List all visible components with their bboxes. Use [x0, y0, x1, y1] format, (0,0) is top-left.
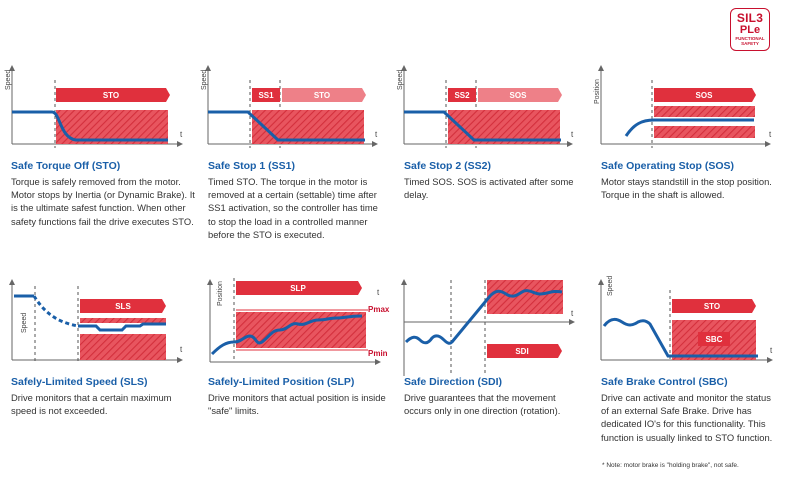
slp-bar [236, 281, 362, 295]
sos-bar [478, 88, 562, 102]
bar-label: SOS [696, 91, 714, 100]
axis-label-t: t [377, 288, 380, 297]
panel-desc-sto: Torque is safely removed from the motor.… [11, 176, 195, 227]
panel-sdi-diagram: t SDI [401, 279, 575, 376]
panel-title-sbc: Safe Brake Control (SBC) [601, 376, 728, 388]
panel-title-sdi: Safe Direction (SDI) [404, 376, 503, 388]
badge-functional: FUNCTIONAL [735, 36, 765, 41]
panel-title-ss2: Safe Stop 2 (SS2) [404, 160, 491, 172]
axis-label-t: t [571, 309, 574, 318]
panel-title-slp: Safely-Limited Position (SLP) [208, 376, 355, 388]
panel-desc-ss2: Timed SOS. SOS is activated after some d… [404, 176, 574, 201]
sos-bar [654, 88, 756, 102]
panel-title-sto: Safe Torque Off (STO) [11, 160, 121, 172]
axis-label-t: t [375, 130, 378, 139]
bar-label: SS1 [258, 91, 274, 100]
footnote: * Note: motor brake is "holding brake", … [602, 462, 739, 469]
panel-title-ss1: Safe Stop 1 (SS1) [208, 160, 295, 172]
ss2-bar [448, 88, 476, 102]
panel-desc-slp: Drive monitors that actual position is i… [208, 392, 386, 417]
axis-label-position: Position [217, 281, 224, 306]
sbc-bar [698, 332, 730, 346]
pmin-label: Pmin [368, 349, 388, 358]
bar-label: STO [704, 302, 720, 311]
bar-label: SS2 [454, 91, 470, 100]
axis-label-t: t [180, 345, 183, 354]
panel-ss1-diagram: Speed t SS1 STO [201, 65, 378, 148]
sto-bar [282, 88, 366, 102]
bar-label: STO [314, 91, 330, 100]
axis-label-t: t [770, 346, 773, 355]
panel-slp-diagram: Position t SLP Pmax Pmin [207, 278, 390, 365]
ss1-bar [252, 88, 280, 102]
bar-label: SDI [515, 347, 528, 356]
sil3-ple-badge: SIL3 PLe FUNCTIONAL SAFETY [730, 8, 770, 51]
panel-title-sls: Safely-Limited Speed (SLS) [11, 376, 148, 388]
axis-label-speed: Speed [21, 313, 28, 333]
badge-sil3: SIL3 [736, 11, 764, 25]
axis-label-speed: Speed [201, 70, 208, 90]
axis-label-t: t [180, 130, 183, 139]
panel-sos-diagram: Position t SOS [594, 65, 772, 148]
badge-safety: SAFETY [741, 41, 759, 46]
bar-label: SLS [115, 302, 131, 311]
axis-label-speed: Speed [5, 70, 12, 90]
panel-desc-ss1: Timed STO. The torque in the motor is re… [208, 176, 378, 240]
sdi-bar [487, 344, 562, 358]
panel-sto-diagram: Speed t STO [5, 65, 183, 148]
axis-label-speed: Speed [397, 70, 404, 90]
panel-sbc-diagram: Speed t STO SBC [598, 276, 773, 363]
panel-desc-sbc: Drive can activate and monitor the statu… [601, 392, 773, 443]
bar-label: SBC [706, 335, 723, 344]
axis-label-t: t [571, 130, 574, 139]
axis-label-speed: Speed [607, 276, 614, 296]
panel-sls-diagram: Speed t SLS [9, 279, 183, 363]
panel-desc-sos: Motor stays standstill in the stop posit… [601, 176, 772, 201]
axis-label-position: Position [594, 79, 601, 104]
axis-label-t: t [769, 130, 772, 139]
bar-label: SOS [510, 91, 528, 100]
bar-label: STO [103, 91, 119, 100]
sls-bar [80, 299, 166, 313]
pmax-label: Pmax [368, 305, 390, 314]
panel-desc-sdi: Drive guarantees that the movement occur… [404, 392, 561, 417]
panel-title-sos: Safe Operating Stop (SOS) [601, 160, 735, 172]
sto-bar [672, 299, 756, 313]
bar-label: SLP [290, 284, 306, 293]
sto-bar [56, 88, 170, 102]
panel-desc-sls: Drive monitors that a certain maximum sp… [11, 392, 172, 417]
badge-ple: PLe [739, 24, 761, 36]
panel-ss2-diagram: Speed t SS2 SOS [397, 65, 574, 148]
